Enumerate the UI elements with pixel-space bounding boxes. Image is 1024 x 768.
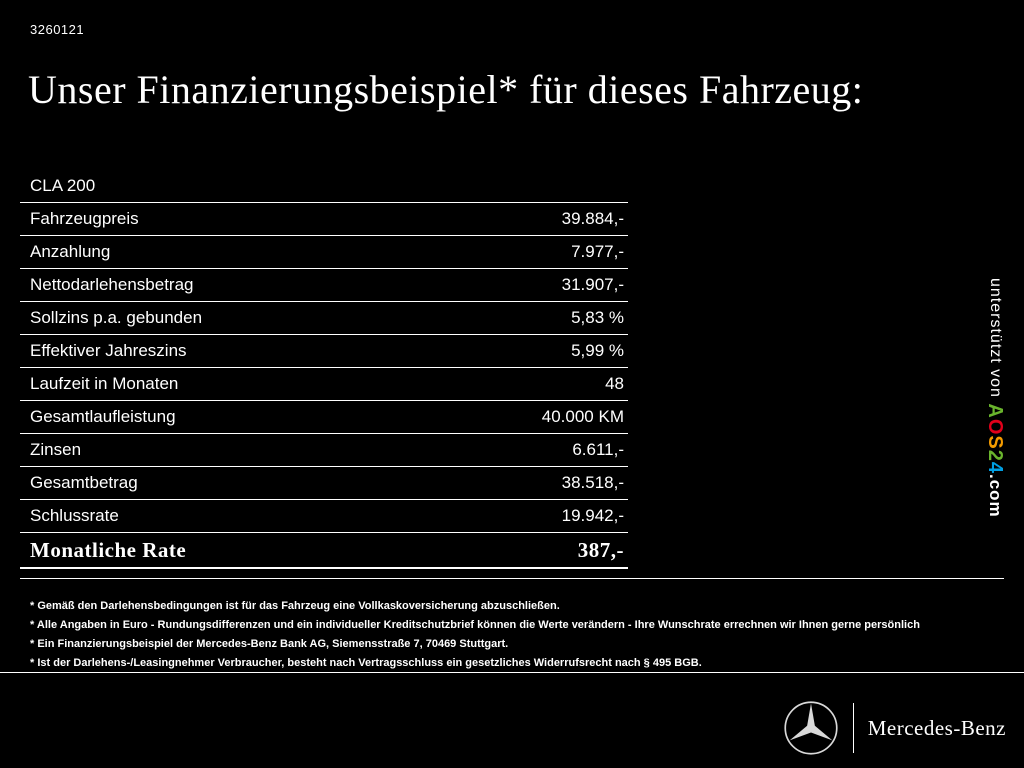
table-row-monthly-rate: Monatliche Rate 387,- xyxy=(20,533,628,569)
supported-by-prefix: unterstützt von xyxy=(987,278,1004,404)
row-label: Sollzins p.a. gebunden xyxy=(30,308,203,327)
brand-suffix: .com xyxy=(986,474,1005,518)
footnote: * Ist der Darlehens-/Leasingnehmer Verbr… xyxy=(30,657,702,669)
table-row: Effektiver Jahreszins 5,99 % xyxy=(20,335,628,368)
footnotes-separator-line xyxy=(20,578,1004,579)
page-title: Unser Finanzierungsbeispiel* für dieses … xyxy=(28,67,864,112)
brand-letter: A xyxy=(984,403,1006,419)
row-label: Schlussrate xyxy=(30,506,119,525)
model-name: CLA 200 xyxy=(30,176,96,195)
row-value: 19.942,- xyxy=(561,506,624,525)
row-label: Gesamtlaufleistung xyxy=(30,407,176,426)
row-label: Gesamtbetrag xyxy=(30,473,138,492)
mercedes-benz-star-icon xyxy=(784,701,838,755)
footnote: * Gemäß den Darlehensbedingungen ist für… xyxy=(30,600,560,612)
table-row-model: CLA 200 xyxy=(20,170,628,203)
brand-letter: S xyxy=(984,435,1006,450)
table-row: Schlussrate 19.942,- xyxy=(20,500,628,533)
supported-by-vertical-text: unterstützt von AOS24.com xyxy=(983,278,1006,518)
row-label: Fahrzeugpreis xyxy=(30,209,139,228)
row-label: Zinsen xyxy=(30,440,82,459)
footnotes: * Gemäß den Darlehensbedingungen ist für… xyxy=(30,597,994,673)
row-label: Effektiver Jahreszins xyxy=(30,341,187,360)
row-label: Nettodarlehensbetrag xyxy=(30,275,194,294)
total-value: 387,- xyxy=(577,537,624,562)
brand-letter: 2 xyxy=(984,449,1006,462)
footer: Mercedes-Benz xyxy=(783,700,1006,756)
row-value: 5,83 % xyxy=(571,308,624,327)
table-row: Gesamtbetrag 38.518,- xyxy=(20,467,628,500)
footer-divider xyxy=(852,703,854,753)
row-value: 40.000 KM xyxy=(541,407,624,426)
document-number: 3260121 xyxy=(30,22,85,37)
total-label: Monatliche Rate xyxy=(30,537,187,562)
row-value: 5,99 % xyxy=(571,341,624,360)
table-row: Laufzeit in Monaten 48 xyxy=(20,368,628,401)
row-value: 48 xyxy=(605,374,624,393)
table-row: Anzahlung 7.977,- xyxy=(20,236,628,269)
brand-letter: O xyxy=(984,418,1006,436)
footer-brand-name: Mercedes-Benz xyxy=(867,715,1006,740)
table-row: Sollzins p.a. gebunden 5,83 % xyxy=(20,302,628,335)
row-value: 6.611,- xyxy=(572,440,624,459)
row-value: 7.977,- xyxy=(571,242,624,261)
row-value: 31.907,- xyxy=(561,275,624,294)
brand-letter: 4 xyxy=(984,461,1006,474)
footnote: * Alle Angaben in Euro - Rundungsdiffere… xyxy=(30,619,920,631)
row-label: Laufzeit in Monaten xyxy=(30,374,179,393)
financing-table: CLA 200 Fahrzeugpreis 39.884,- Anzahlung… xyxy=(20,170,628,569)
row-label: Anzahlung xyxy=(30,242,111,261)
table-row: Gesamtlaufleistung 40.000 KM xyxy=(20,401,628,434)
table-row: Fahrzeugpreis 39.884,- xyxy=(20,203,628,236)
footer-separator-line xyxy=(0,672,1024,673)
footnote: * Ein Finanzierungsbeispiel der Mercedes… xyxy=(30,638,509,650)
row-value: 39.884,- xyxy=(561,209,624,228)
table-row: Nettodarlehensbetrag 31.907,- xyxy=(20,269,628,302)
table-row: Zinsen 6.611,- xyxy=(20,434,628,467)
row-value: 38.518,- xyxy=(561,473,624,492)
